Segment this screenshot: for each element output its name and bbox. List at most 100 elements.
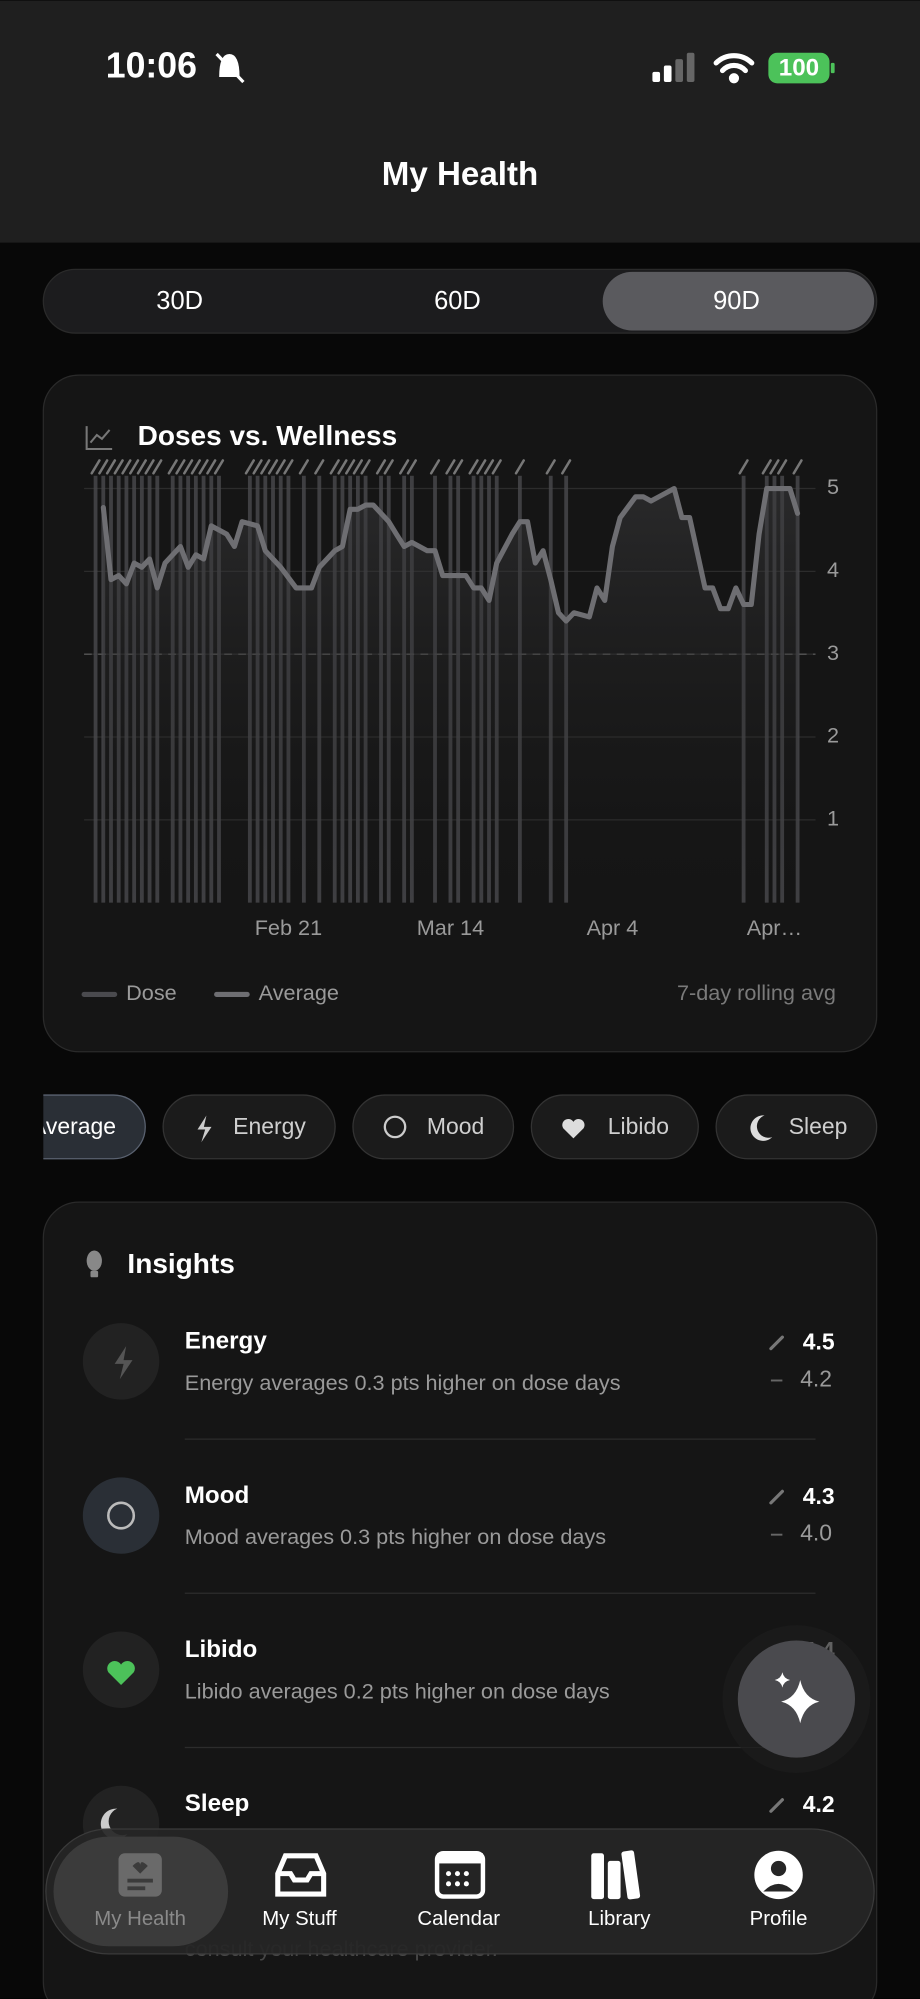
insight-title: Libido (185, 1636, 258, 1663)
dose-marker (298, 459, 309, 475)
dose-average: 4.3 (803, 1483, 835, 1509)
dose-marker (167, 459, 178, 475)
dose-marker (406, 459, 417, 475)
dose-marker (429, 459, 441, 475)
dose-marker (399, 459, 410, 475)
tab[interactable]: 60D (434, 287, 481, 315)
dose-average: 4.2 (803, 1791, 835, 1817)
dose-marker (252, 459, 263, 475)
dose-marker (514, 459, 525, 475)
dose-marker (152, 459, 163, 475)
dose-marker (267, 459, 279, 475)
dose-marker (345, 459, 356, 475)
filter-chip[interactable] (0, 1094, 146, 1160)
insight-text: Energy averages 0.3 pts higher on dose d… (185, 1370, 621, 1395)
x-tick-label: Mar 14 (417, 915, 484, 940)
other-average: 4.2 (800, 1366, 832, 1392)
dose-marker (329, 459, 340, 475)
x-tick-label: Apr 4 (587, 915, 639, 940)
tab[interactable]: 30D (156, 287, 203, 315)
filter-chip[interactable] (162, 1094, 336, 1160)
sleep-icon (750, 1115, 773, 1141)
dose-marker (198, 459, 209, 475)
filter-chip[interactable] (352, 1094, 515, 1160)
dose-marker (190, 459, 201, 475)
insight-title: Mood (185, 1482, 250, 1509)
filter-chip[interactable] (715, 1094, 878, 1160)
signal-icon (652, 52, 695, 83)
dose-glyph (769, 1335, 784, 1351)
filter-label: Average (31, 1113, 116, 1139)
clock: 10:06 (106, 45, 197, 85)
average-line (100, 485, 801, 624)
filter-label: Sleep (789, 1113, 848, 1139)
dose-marker (360, 459, 371, 475)
legend-label: Average (259, 980, 339, 1005)
plot: 1 2 3 4 5 Feb 21 Mar 14 Apr 4 Apr… Dose Average (81, 459, 839, 1005)
tab-label[interactable]: Library (588, 1908, 651, 1930)
insight-text: Mood averages 0.3 pts higher on dose day… (185, 1524, 607, 1549)
mood-icon (383, 1115, 407, 1139)
dose-marker (483, 459, 495, 475)
dose-marker (144, 459, 155, 475)
dose-marker (121, 459, 132, 475)
dose-marker (777, 459, 788, 475)
x-tick-label: Feb 21 (255, 915, 322, 940)
tab-label[interactable]: My Stuff (262, 1908, 337, 1930)
tab-label[interactable]: My Health (94, 1908, 186, 1930)
mute-icon (215, 52, 245, 84)
insight-text: Libido averages 0.2 pts higher on dose d… (185, 1678, 610, 1703)
tab-label[interactable]: Profile (750, 1908, 808, 1930)
dose-marker (129, 459, 140, 475)
dose-marker (98, 459, 109, 475)
x-tick-label: Apr… (747, 915, 802, 940)
tab-selected (602, 271, 875, 331)
page-title: My Health (382, 156, 538, 193)
dose-bar (101, 475, 106, 903)
profile-icon (754, 1850, 803, 1900)
dose-marker (136, 459, 147, 475)
tab-label[interactable]: Calendar (417, 1908, 500, 1930)
dose-marker (375, 459, 387, 475)
sparkle-icon (774, 1672, 820, 1724)
legend-label: Dose (126, 980, 177, 1005)
y-tick-label: 1 (827, 806, 839, 831)
filter-label: Libido (608, 1113, 669, 1139)
bulb-icon (86, 1250, 102, 1278)
dose-marker (314, 459, 325, 475)
dose-marker (738, 459, 749, 475)
dose-marker (113, 459, 124, 475)
library-icon (591, 1850, 641, 1900)
dose-marker (453, 459, 464, 475)
dose-marker (244, 459, 255, 475)
filter-label: Mood (427, 1113, 484, 1139)
dose-marker (491, 459, 502, 475)
energy-icon (197, 1115, 212, 1143)
average-area (103, 488, 798, 903)
dose-marker (183, 459, 194, 475)
dose-marker (476, 459, 487, 475)
y-tick-label: 4 (827, 557, 839, 582)
top-bar (0, 0, 920, 243)
filter-chip[interactable] (530, 1094, 699, 1160)
filter-label: Energy (233, 1113, 306, 1139)
y-tick-label: 3 (827, 640, 839, 665)
dose-marker (445, 459, 456, 475)
dose-marker (769, 459, 780, 475)
tab[interactable]: 90D (713, 287, 760, 315)
chart-note: 7-day rolling avg (677, 980, 836, 1005)
tab-bar (45, 1828, 875, 1955)
dose-marker (105, 459, 117, 475)
dose-glyph (769, 1489, 784, 1505)
battery-level: 100 (779, 55, 819, 82)
stuff-icon (275, 1853, 327, 1897)
wifi-icon (713, 53, 755, 84)
dose-marker (761, 459, 772, 475)
chart-icon (85, 426, 113, 451)
dose-marker (260, 459, 271, 475)
other-average: 4.0 (800, 1520, 832, 1546)
dose-bar (93, 475, 98, 903)
dose-average: 4.5 (803, 1329, 835, 1355)
chart-title: Doses vs. Wellness (138, 420, 398, 451)
insights-card (42, 1201, 878, 1999)
